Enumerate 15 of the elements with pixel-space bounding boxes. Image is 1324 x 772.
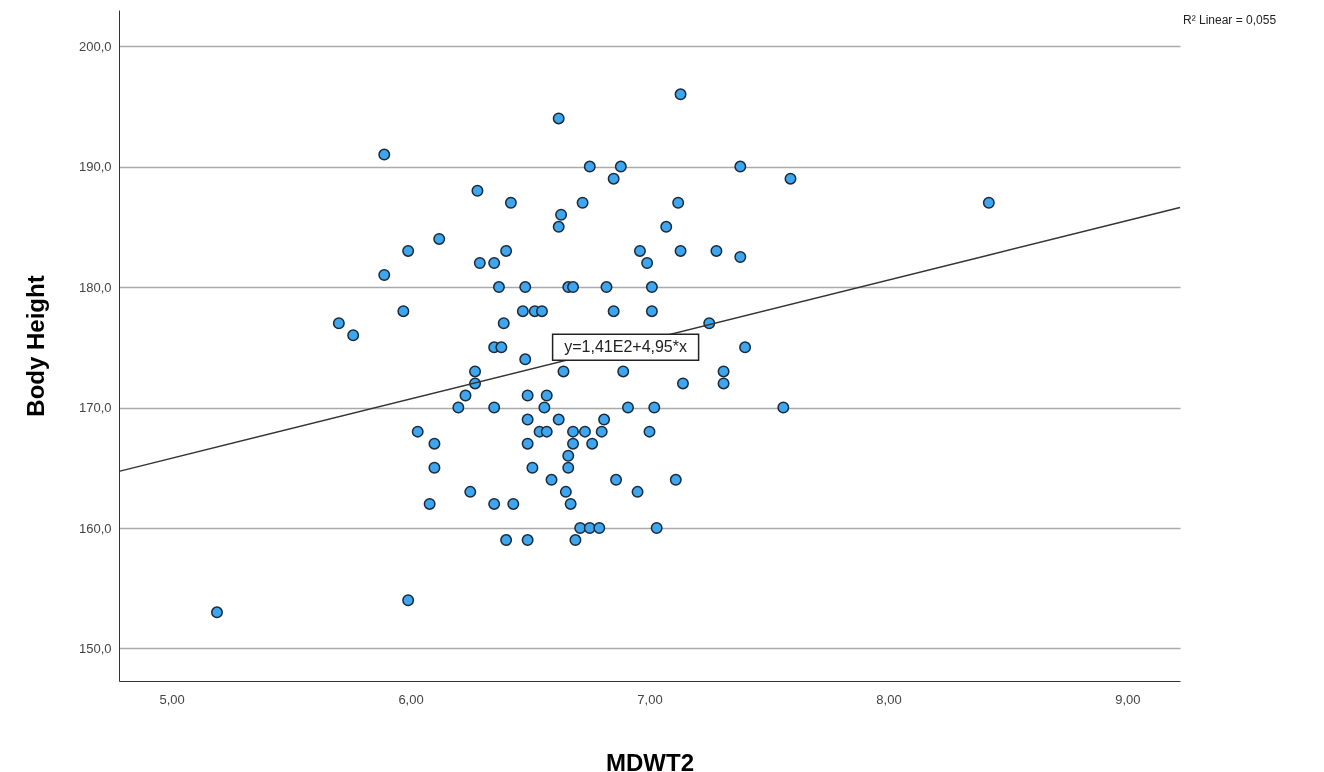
y-tick-label: 180,0 [78, 279, 112, 295]
annotation: y=1,41E2+4,95*x [564, 338, 687, 356]
y-tick-label: 190,0 [78, 159, 112, 175]
x-tick-label: 9,00 [1115, 691, 1141, 707]
y-tick-label: 170,0 [78, 400, 112, 416]
y-tick-label: 160,0 [78, 520, 112, 536]
y-axis-title: Body Height [21, 275, 49, 417]
x-tick-label: 6,00 [398, 691, 424, 707]
x-tick-label: 7,00 [637, 691, 663, 707]
y-tick-label: 200,0 [78, 38, 112, 54]
x-axis-title: MDWT2 [606, 748, 694, 772]
x-tick-label: 8,00 [876, 691, 902, 707]
y-tick-label: 150,0 [78, 640, 112, 656]
x-tick-label: 5,00 [159, 691, 185, 707]
text: R² Linear = 0,055 [1183, 13, 1277, 27]
